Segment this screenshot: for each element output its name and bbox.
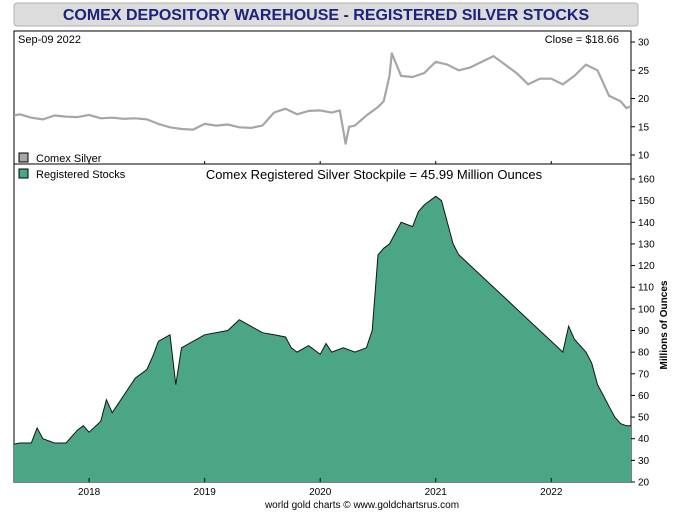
bottom-y-tick-label: 160 [638,175,655,186]
legend-swatch-registered-stocks [18,168,29,179]
title-bar [13,2,639,27]
x-tick-label: 2021 [425,487,448,498]
stockpile-annotation: Comex Registered Silver Stockpile = 45.9… [206,167,543,182]
bottom-y-tick-label: 130 [638,239,655,250]
top-y-tick-label: 10 [638,151,650,162]
top-y-axis: 10 15 20 25 30 [631,38,650,162]
top-y-tick-label: 30 [638,38,650,49]
x-tick-label: 2022 [540,487,563,498]
x-axis: 2018 2019 2020 2021 2022 [78,161,563,498]
bottom-y-tick-label: 20 [638,478,650,489]
y-axis-label: Millions of Ounces [659,280,670,369]
close-label: Close = $18.66 [545,34,619,46]
bottom-y-tick-label: 110 [638,283,654,294]
footer-credit: world gold charts © www.goldchartsrus.co… [264,500,459,511]
legend-label-registered-stocks: Registered Stocks [36,169,126,181]
bottom-y-tick-label: 40 [638,434,650,445]
bottom-y-tick-label: 90 [638,326,650,337]
comex-silver-line-group [14,52,631,145]
bottom-y-tick-label: 140 [638,218,655,229]
comex-silver-line [14,52,631,145]
registered-stocks-area [14,196,631,482]
top-panel-frame [13,30,632,165]
bottom-y-tick-label: 60 [638,391,650,402]
bottom-y-tick-label: 30 [638,456,650,467]
legend-swatch-comex-silver [18,152,29,163]
registered-stocks-area-group [14,195,631,482]
top-y-tick-label: 15 [638,122,650,133]
x-tick-label: 2018 [78,487,101,498]
legend-label-comex-silver: Comex Silver [36,153,102,165]
top-y-tick-label: 25 [638,66,650,77]
x-tick-label: 2020 [309,487,332,498]
chart-title: COMEX DEPOSITORY WAREHOUSE - REGISTERED … [63,7,590,24]
bottom-y-tick-label: 50 [638,413,650,424]
registered-stocks-edge [14,195,631,445]
bottom-y-axis: 20 30 40 50 60 70 80 90 100 110 120 130 140 150 160 [631,175,655,489]
bottom-y-tick-label: 150 [638,196,655,207]
bottom-y-tick-label: 100 [638,304,655,315]
bottom-y-tick-label: 80 [638,348,650,359]
bottom-y-tick-label: 120 [638,261,655,272]
date-label: Sep-09 2022 [18,34,81,46]
top-y-tick-label: 20 [638,94,650,105]
x-tick-label: 2019 [194,487,217,498]
bottom-y-tick-label: 70 [638,369,650,380]
